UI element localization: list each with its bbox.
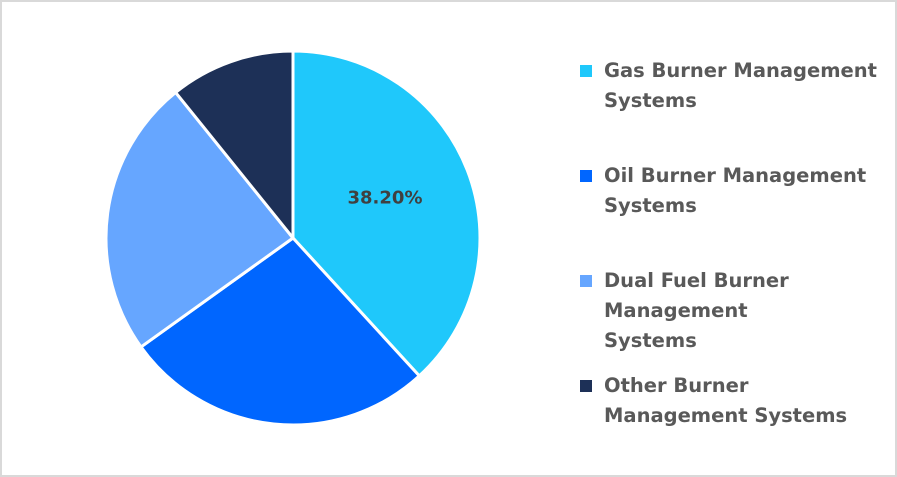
legend-swatch-icon (580, 275, 592, 287)
legend-label: Oil Burner Management Systems (604, 164, 867, 217)
legend-swatch-icon (580, 380, 592, 392)
legend-swatch-icon (580, 170, 592, 182)
legend-label: Dual Fuel Burner Management Systems (604, 269, 789, 352)
pie-slice-gas (291, 49, 482, 378)
legend-label: Other Burner Management Systems (604, 374, 848, 427)
legend-label: Gas Burner Management Systems (604, 59, 877, 112)
legend: Gas Burner Management Systems Oil Burner… (580, 56, 890, 476)
legend-item-other: Other Burner Management Systems (580, 371, 890, 476)
pie-slice-dual-fuel (104, 90, 295, 349)
pie-slice-oil (139, 236, 421, 427)
legend-item-dual-fuel: Dual Fuel Burner Management Systems (580, 266, 890, 371)
data-label-gas: 38.20% (347, 187, 423, 209)
legend-swatch-icon (580, 65, 592, 77)
legend-item-oil: Oil Burner Management Systems (580, 161, 890, 266)
legend-item-gas: Gas Burner Management Systems (580, 56, 890, 161)
pie-slice-other (174, 49, 295, 240)
